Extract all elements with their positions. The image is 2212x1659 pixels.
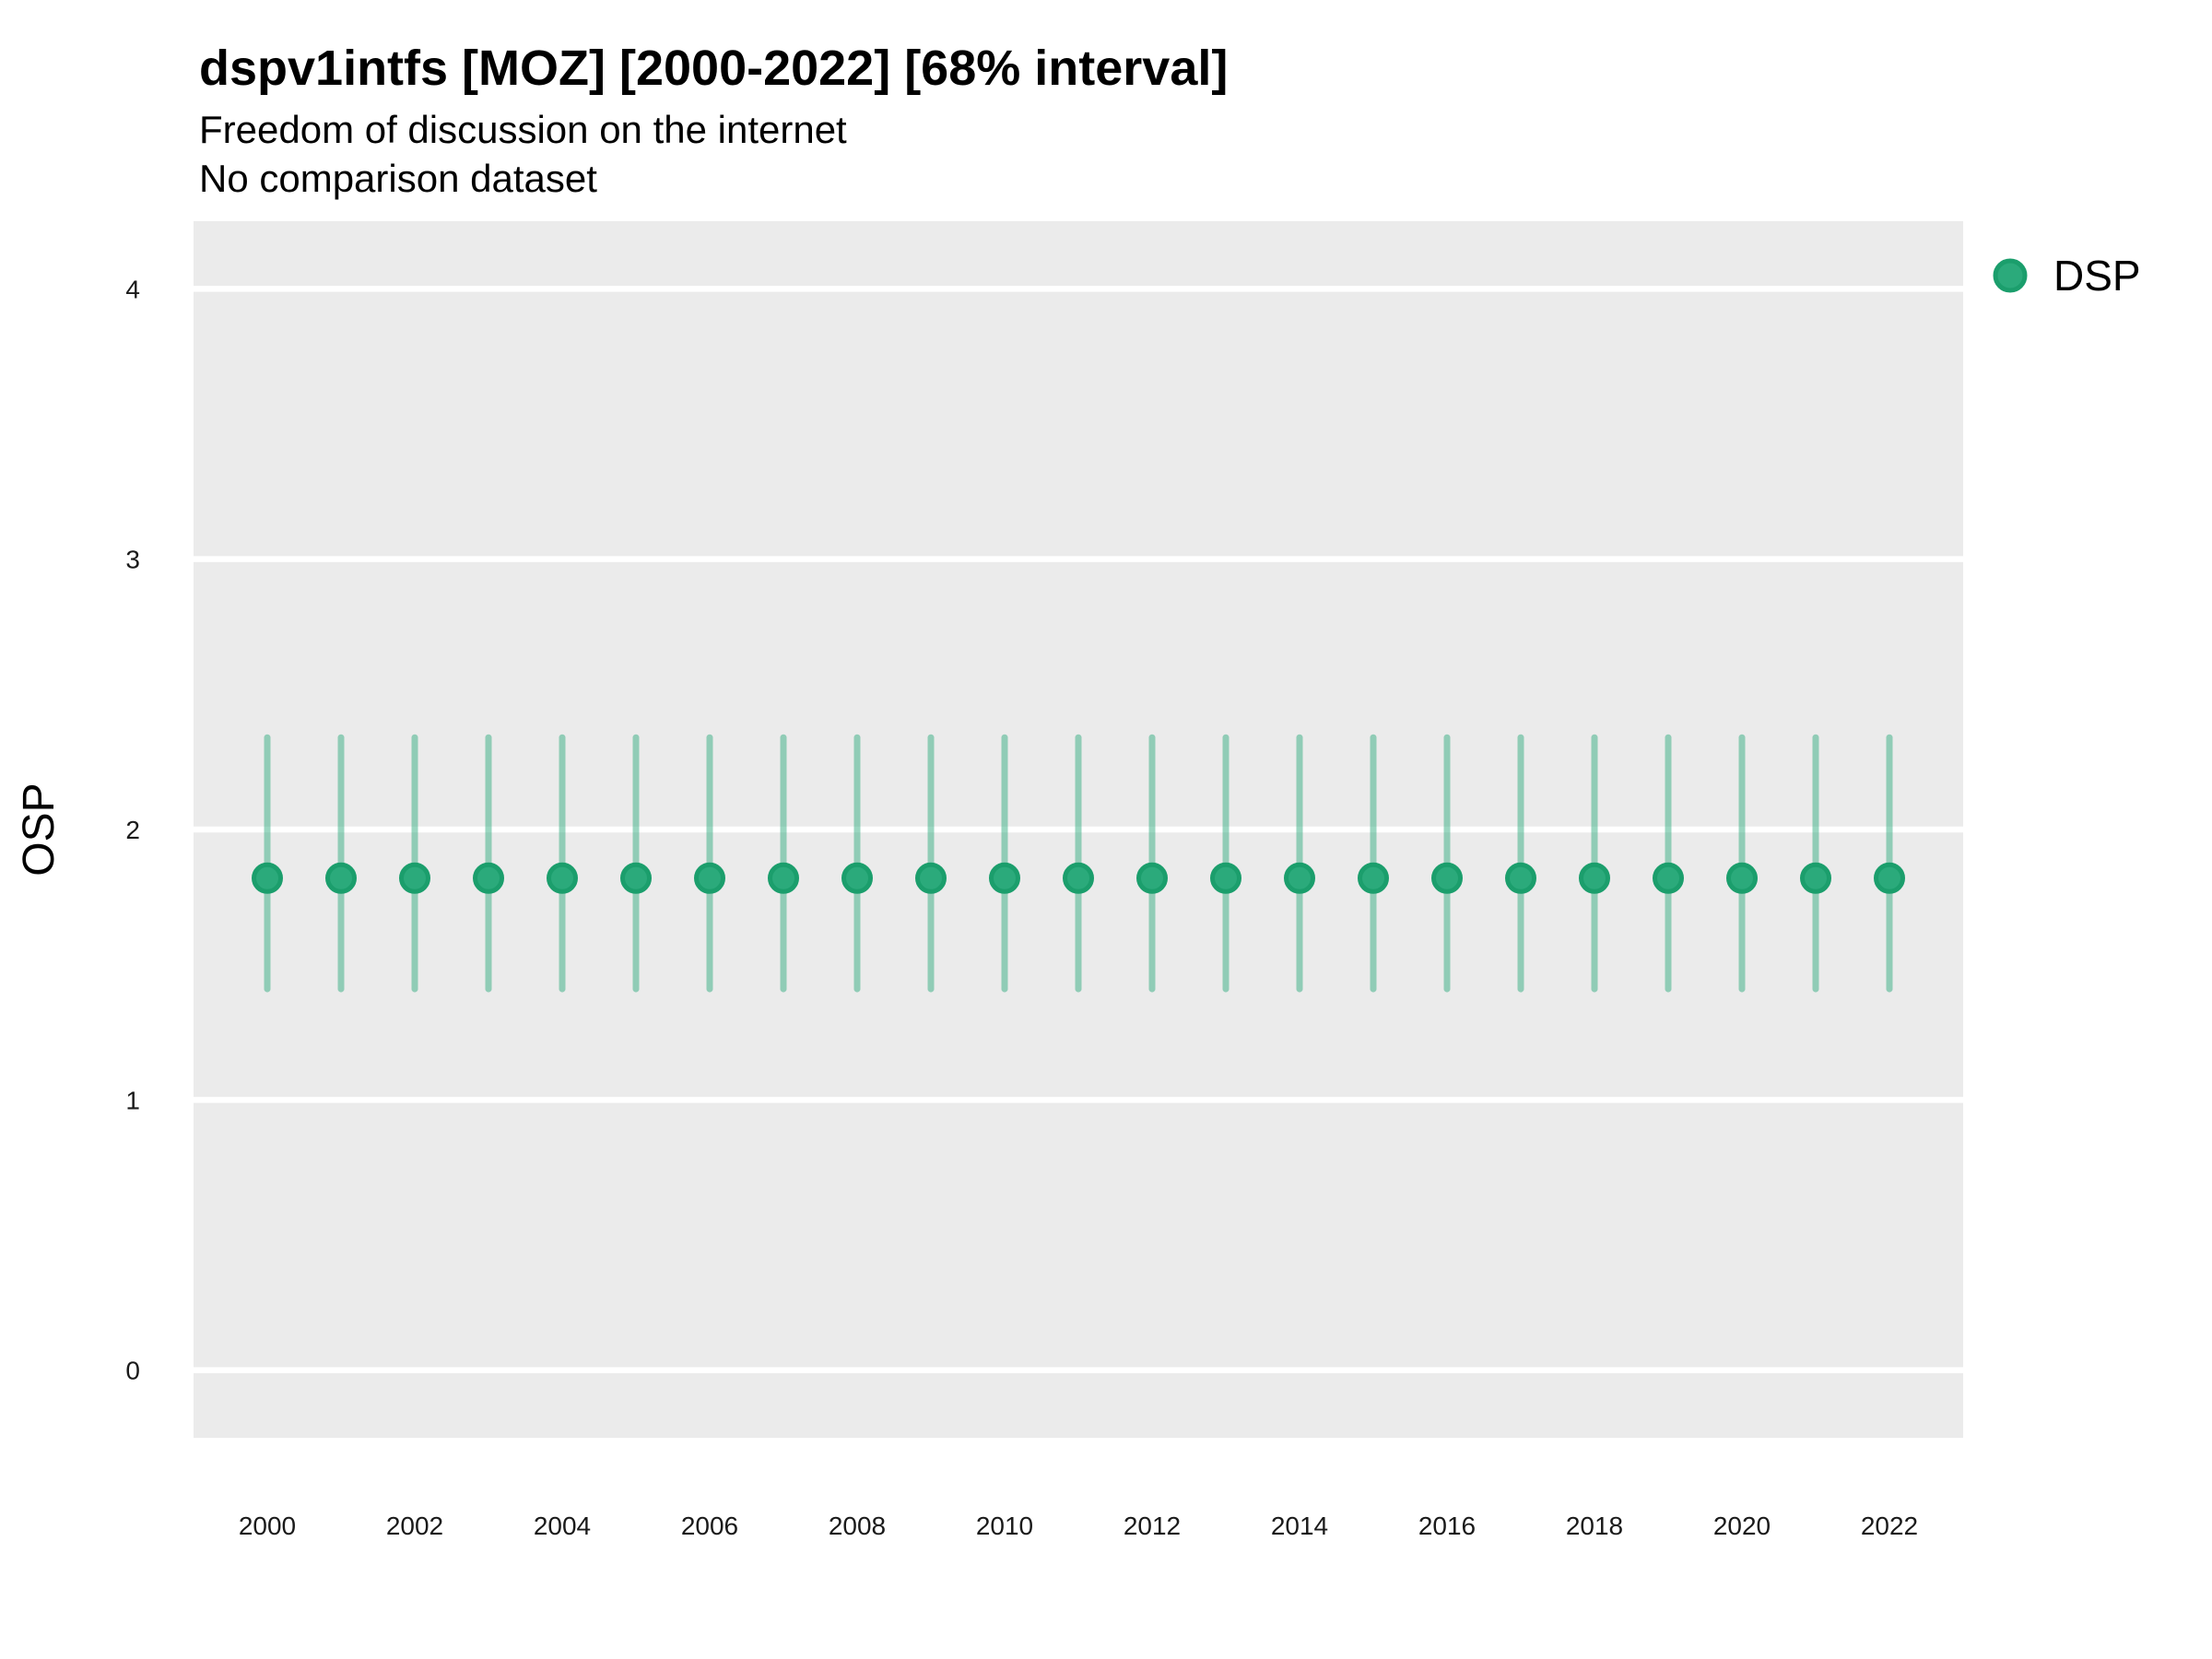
y-tick-label: 1 [125,1086,140,1114]
y-tick-label: 4 [125,275,140,303]
point-estimate [1874,862,1905,894]
point-estimate [547,862,578,894]
point-estimate [1063,862,1094,894]
x-tick-label: 2022 [1861,1512,1918,1540]
gridlines [194,286,1963,1373]
point-estimate [1726,862,1758,894]
y-tick-label: 0 [125,1357,140,1385]
y-tick-label: 2 [125,816,140,844]
point-estimate [1800,862,1831,894]
legend: DSP [1993,252,2141,300]
point-estimate [620,862,652,894]
point-estimate [694,862,725,894]
x-tick-label: 2006 [681,1512,738,1540]
x-tick-label: 2000 [239,1512,296,1540]
point-estimate [1284,862,1315,894]
chart-caption: No comparison dataset [199,157,597,200]
legend-point-icon [1993,258,2028,293]
point-estimate [768,862,799,894]
x-tick-label: 2020 [1713,1512,1771,1540]
point-estimate [1653,862,1684,894]
point-estimate [1431,862,1463,894]
x-tick-label: 2016 [1418,1512,1476,1540]
legend-label: DSP [2053,252,2141,300]
point-estimate [1579,862,1610,894]
x-tick-label: 2010 [976,1512,1033,1540]
point-estimate [325,862,357,894]
y-tick-label: 3 [125,546,140,574]
data-marks [252,734,1905,993]
point-estimate [1358,862,1389,894]
point-estimate [841,862,873,894]
point-estimate [473,862,504,894]
x-axis-tick-labels: 2000 2002 2004 2006 2008 2010 2012 2014 2016 2018… [239,1512,1918,1540]
x-tick-label: 2014 [1271,1512,1328,1540]
point-estimate [915,862,947,894]
point-estimate [399,862,430,894]
y-axis-title: OSP [15,782,64,876]
x-tick-label: 2012 [1124,1512,1181,1540]
y-axis-tick-labels: 0 1 2 3 4 [125,275,140,1384]
point-estimate [252,862,283,894]
chart-subtitle: Freedom of discussion on the internet [199,108,847,151]
x-tick-label: 2008 [829,1512,886,1540]
point-estimate [989,862,1020,894]
point-estimate [1505,862,1536,894]
x-tick-label: 2004 [534,1512,591,1540]
point-estimate [1136,862,1168,894]
x-tick-label: 2018 [1566,1512,1623,1540]
point-estimate [1210,862,1241,894]
chart-title: dspv1intfs [MOZ] [2000-2022] [68% interv… [199,41,1228,96]
x-tick-label: 2002 [386,1512,443,1540]
